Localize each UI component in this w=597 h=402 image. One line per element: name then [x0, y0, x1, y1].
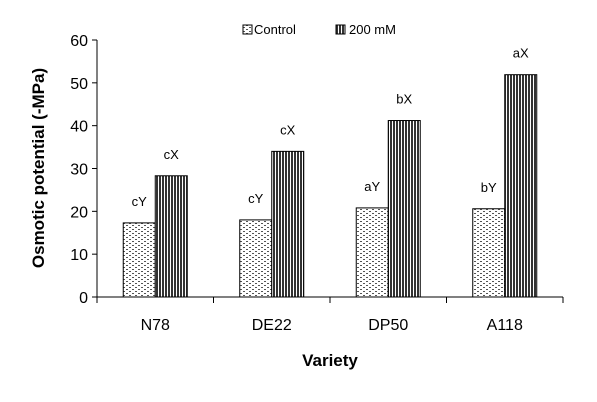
- x-tick-label: DE22: [252, 317, 292, 334]
- y-tick-label: 30: [70, 162, 88, 179]
- bar-annotation-control: bY: [481, 180, 497, 195]
- y-tick-label: 0: [79, 290, 88, 307]
- bar-annotation-200mm: bX: [396, 92, 412, 107]
- bar-annotation-200mm: cX: [280, 122, 296, 137]
- y-tick-label: 50: [70, 76, 88, 93]
- bar-annotation-control: aY: [364, 179, 380, 194]
- bar-200mm: [271, 150, 305, 298]
- y-tick-label: 20: [70, 204, 88, 221]
- bar-annotation-control: cY: [248, 191, 264, 206]
- y-tick-label: 60: [70, 33, 88, 50]
- bar-annotation-200mm: aX: [513, 46, 529, 61]
- bar-control: [472, 208, 506, 298]
- x-tick-label: N78: [141, 317, 170, 334]
- legend-label-200mm: 200 mM: [349, 22, 396, 37]
- bar-control: [239, 219, 273, 298]
- x-tick-label: A118: [487, 317, 523, 334]
- bar-annotation-control: cY: [132, 194, 148, 209]
- y-axis-title: Osmotic potential (-MPa): [29, 68, 48, 268]
- x-axis-title: Variety: [302, 351, 358, 370]
- legend-swatch-200mm: [335, 24, 346, 35]
- legend-label-control: Control: [254, 22, 296, 37]
- bar-control: [122, 222, 156, 298]
- y-tick-label: 10: [70, 247, 88, 264]
- plot-area: 0 10 20 30 40 50 60 N78 cY cX DE22 cY cX DP50 aY bX A118…: [70, 33, 564, 334]
- x-tick-label: DP50: [368, 317, 408, 334]
- bar-annotation-200mm: cX: [164, 147, 180, 162]
- bar-control: [355, 207, 389, 298]
- legend-swatch-control: [242, 24, 253, 35]
- y-tick-label: 40: [70, 119, 88, 136]
- legend: Control 200 mM: [242, 22, 396, 37]
- bar-200mm: [154, 175, 188, 298]
- bar-200mm: [504, 74, 538, 298]
- bar-200mm: [387, 120, 421, 298]
